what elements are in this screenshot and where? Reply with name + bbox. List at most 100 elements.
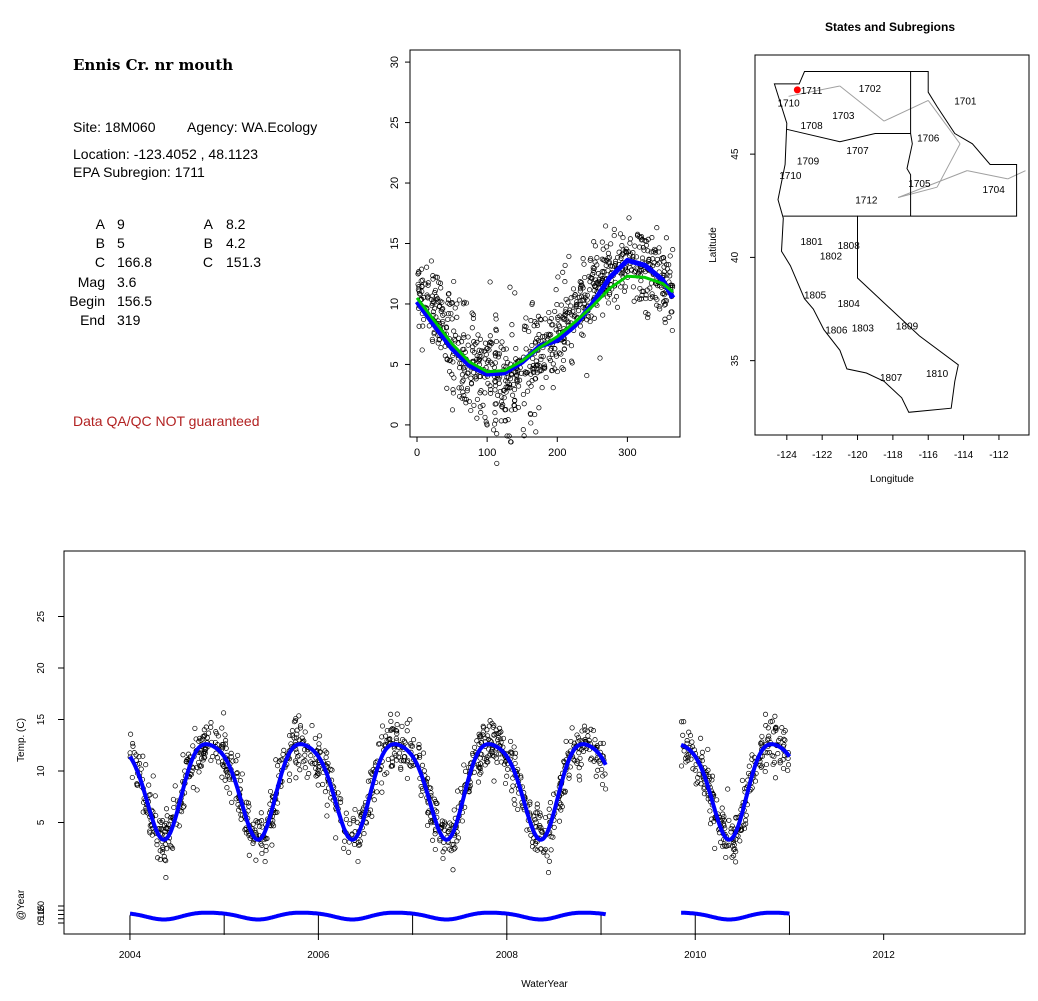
data-point — [471, 402, 477, 408]
data-point — [542, 316, 548, 322]
data-point — [652, 247, 658, 254]
data-point — [398, 764, 404, 771]
data-point — [660, 255, 666, 261]
data-point — [200, 736, 206, 742]
data-point — [627, 236, 633, 242]
data-point — [526, 328, 532, 335]
data-point — [593, 756, 599, 763]
data-point — [725, 786, 731, 792]
data-point — [586, 314, 592, 320]
data-point — [213, 729, 219, 735]
data-point — [534, 320, 540, 326]
data-point — [487, 718, 493, 724]
data-point — [477, 404, 483, 410]
data-point — [179, 809, 185, 815]
data-point — [462, 768, 469, 774]
data-point — [604, 244, 610, 250]
data-point — [428, 258, 434, 264]
data-point — [492, 387, 498, 393]
x-tick-label: 2012 — [873, 950, 896, 961]
data-point — [670, 284, 676, 290]
data-point — [172, 783, 178, 789]
data-point — [590, 265, 596, 271]
data-point — [741, 825, 748, 832]
data-point — [487, 340, 493, 346]
param-label: C — [202, 254, 213, 270]
data-point — [568, 738, 574, 745]
lower-y-tick-label: 20 — [36, 901, 46, 911]
data-point — [483, 419, 489, 425]
subregion-boundary — [788, 85, 840, 97]
data-point — [494, 460, 500, 466]
data-point — [532, 412, 538, 418]
data-point — [633, 268, 639, 274]
data-point — [593, 284, 599, 290]
data-point — [463, 373, 469, 379]
data-point — [556, 350, 562, 356]
data-point — [640, 245, 646, 251]
data-point — [190, 743, 196, 749]
data-point — [729, 823, 735, 829]
data-point — [522, 371, 528, 377]
data-point — [449, 407, 456, 413]
data-point — [726, 842, 732, 848]
data-point — [430, 837, 436, 843]
data-point — [577, 755, 583, 761]
data-point — [707, 821, 714, 827]
data-point — [555, 322, 561, 328]
data-point — [562, 279, 568, 285]
data-point — [477, 390, 483, 396]
data-point — [374, 789, 380, 795]
data-point — [618, 255, 624, 261]
data-point — [180, 804, 186, 810]
data-point — [688, 756, 694, 762]
data-point — [503, 384, 509, 390]
data-point — [578, 286, 584, 292]
data-point — [458, 785, 464, 792]
data-point — [500, 735, 507, 741]
data-point — [666, 314, 672, 320]
data-point — [578, 282, 584, 288]
data-point — [128, 731, 134, 737]
data-point — [419, 284, 425, 290]
data-point — [511, 744, 517, 750]
data-point — [276, 758, 282, 764]
param-label: End — [80, 312, 105, 328]
data-point — [582, 274, 588, 281]
data-point — [456, 335, 462, 341]
data-point — [509, 407, 515, 413]
data-point — [555, 274, 561, 280]
data-point — [352, 806, 358, 813]
data-point — [387, 736, 393, 742]
data-point — [259, 824, 265, 830]
data-point — [154, 842, 160, 848]
data-point — [580, 256, 586, 262]
data-point — [288, 741, 294, 747]
data-point — [508, 738, 514, 744]
data-point — [533, 362, 539, 368]
data-point — [546, 806, 552, 812]
data-point — [424, 264, 430, 270]
data-point — [601, 257, 607, 263]
data-point — [489, 361, 495, 367]
data-point — [465, 334, 471, 340]
data-point — [407, 762, 413, 768]
data-point — [714, 797, 720, 803]
y-tick-label: 5 — [389, 361, 401, 367]
data-point — [289, 733, 295, 739]
data-point — [593, 773, 599, 779]
data-point — [512, 754, 518, 760]
data-point — [219, 725, 225, 731]
data-point — [258, 810, 264, 816]
state-border — [786, 128, 911, 143]
data-point — [273, 757, 279, 763]
data-point — [415, 286, 421, 292]
data-point — [637, 244, 643, 250]
data-point — [563, 306, 569, 312]
data-point — [523, 346, 529, 352]
data-point — [512, 406, 518, 412]
data-point — [689, 744, 696, 750]
data-point — [471, 350, 477, 356]
data-point — [670, 283, 676, 289]
data-point — [451, 846, 457, 852]
